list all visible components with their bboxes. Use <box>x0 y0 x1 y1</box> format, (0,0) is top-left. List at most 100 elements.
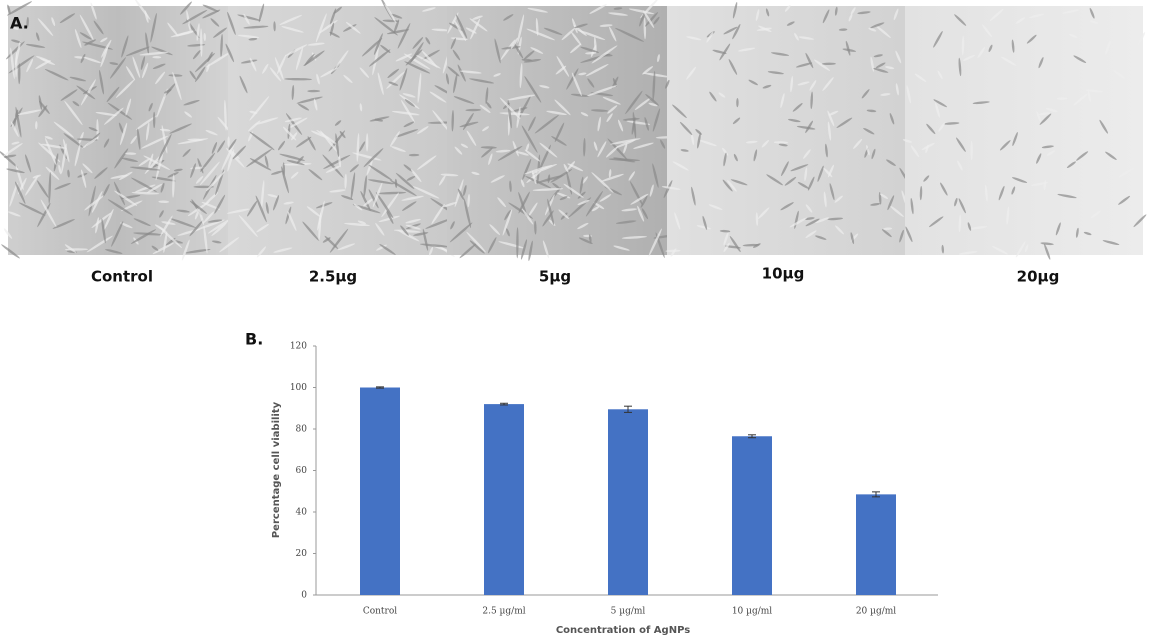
cell <box>486 101 492 109</box>
cell <box>333 6 342 14</box>
y-tick-label: 100 <box>290 383 307 393</box>
cell <box>285 206 292 225</box>
cell <box>86 235 113 253</box>
cell <box>310 130 330 139</box>
cell <box>81 169 87 189</box>
cell <box>7 4 11 15</box>
cell <box>722 179 733 192</box>
cell <box>211 141 218 154</box>
cell <box>571 31 582 46</box>
cell <box>804 217 815 221</box>
cell <box>338 155 342 168</box>
bar <box>856 494 896 595</box>
cell <box>672 104 687 119</box>
cell <box>37 180 49 198</box>
cell <box>422 49 440 61</box>
cell <box>770 52 790 56</box>
image-caption: 20µg <box>1017 268 1060 286</box>
cell <box>875 25 891 39</box>
cell <box>94 167 108 179</box>
cell <box>933 99 948 108</box>
micrograph <box>228 6 447 255</box>
cell <box>255 117 279 125</box>
cell <box>621 235 647 239</box>
cell <box>204 192 219 205</box>
cell <box>547 174 551 183</box>
cell <box>494 38 501 64</box>
cell <box>794 32 799 41</box>
cell <box>727 180 737 192</box>
cell <box>958 198 966 214</box>
cell <box>588 234 592 243</box>
cell <box>591 206 600 212</box>
cell <box>721 147 729 156</box>
cell <box>3 143 23 156</box>
cell <box>256 223 269 233</box>
cell <box>674 212 681 230</box>
cell <box>269 67 282 82</box>
cell <box>539 142 558 158</box>
cell <box>921 142 935 151</box>
cell <box>155 71 166 85</box>
cell <box>530 47 544 54</box>
cell <box>597 141 607 158</box>
cell <box>183 99 200 106</box>
cell <box>723 26 738 35</box>
cell <box>114 190 138 206</box>
cell <box>37 18 54 37</box>
cell <box>583 137 586 157</box>
cell <box>160 182 165 193</box>
cell <box>1133 214 1147 228</box>
cell <box>443 201 457 208</box>
cell <box>95 217 99 234</box>
cell <box>95 111 117 116</box>
cell <box>1113 70 1125 79</box>
cell <box>542 210 554 227</box>
error-bar <box>872 491 880 498</box>
cell <box>425 37 431 45</box>
cell <box>845 40 851 56</box>
cell <box>199 161 220 186</box>
cell <box>870 202 881 206</box>
cell <box>887 195 895 211</box>
cell <box>795 62 813 68</box>
cell <box>366 159 373 176</box>
cell <box>637 205 645 222</box>
cell <box>593 36 597 54</box>
cell <box>745 140 758 144</box>
cell <box>1083 231 1092 236</box>
cell <box>248 120 261 132</box>
cell <box>873 68 889 73</box>
cell <box>895 50 902 64</box>
cell <box>78 131 84 145</box>
cell <box>790 164 809 172</box>
cell <box>11 39 22 44</box>
cell <box>164 89 172 94</box>
cell <box>114 148 129 169</box>
cell <box>467 193 470 208</box>
x-tick-label: Control <box>363 607 397 617</box>
cell <box>256 246 267 258</box>
cell <box>823 191 827 208</box>
cell <box>10 26 19 30</box>
cell <box>732 24 741 40</box>
cell <box>1029 13 1045 19</box>
cell <box>518 191 530 214</box>
cell <box>202 4 219 13</box>
cell <box>72 101 80 107</box>
cell <box>579 176 584 194</box>
cell <box>3 228 13 239</box>
cell <box>88 127 98 132</box>
cell <box>389 131 400 147</box>
cell <box>11 141 20 145</box>
cell <box>1011 186 1016 195</box>
cell <box>805 204 813 213</box>
cell <box>1038 57 1044 69</box>
cell <box>857 11 871 15</box>
cell <box>104 107 124 125</box>
cell <box>1036 153 1042 164</box>
cell <box>143 155 171 170</box>
cell <box>652 70 656 102</box>
cell <box>307 42 325 46</box>
cell <box>875 62 886 69</box>
